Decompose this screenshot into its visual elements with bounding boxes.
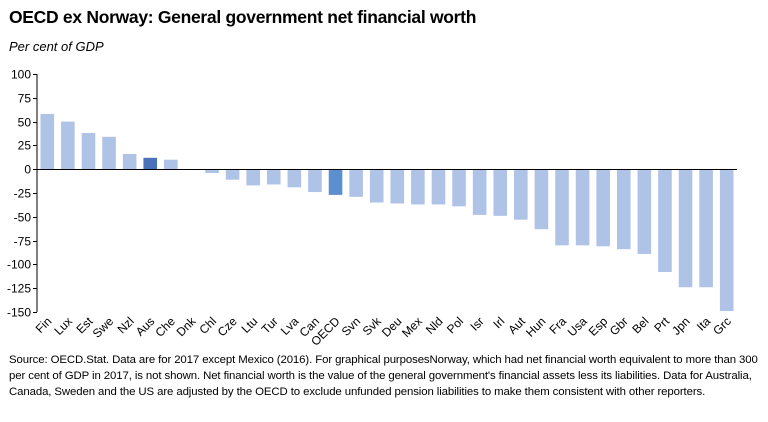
bar-chl <box>205 169 219 174</box>
x-tick-label: Bel <box>629 314 651 336</box>
bar-svn <box>349 169 363 197</box>
x-tick-label: Chl <box>196 314 219 337</box>
chart-title: OECD ex Norway: General government net f… <box>9 7 477 27</box>
bar-usa <box>575 169 590 246</box>
bar-grc <box>719 169 734 312</box>
bar-pol <box>452 169 466 207</box>
y-tick-label: 75 <box>18 92 32 106</box>
y-tick-label: -25 <box>14 187 32 201</box>
y-tick-label: 25 <box>18 139 32 153</box>
x-tick-label: Mex <box>399 314 425 340</box>
y-tick-label: -75 <box>14 235 32 249</box>
bar-swe <box>102 136 116 170</box>
x-tick-label: Grc <box>710 314 734 338</box>
x-tick-label: Fra <box>546 314 569 337</box>
bar-bel <box>637 169 652 254</box>
x-tick-label: Deu <box>379 314 404 339</box>
source-note: Source: OECD.Stat. Data are for 2017 exc… <box>9 352 761 400</box>
y-tick-label: 0 <box>24 163 31 177</box>
bar-can <box>308 169 322 193</box>
x-tick-label: Fin <box>33 314 55 336</box>
bar-ita <box>699 169 713 288</box>
bar-isr <box>472 169 487 215</box>
bar-chart: 1007550250-25-50-75-100-125-150FinLuxEst… <box>7 68 737 349</box>
bar-deu <box>390 169 405 204</box>
bar-fra <box>555 169 569 246</box>
x-tick-label: Hun <box>523 314 548 339</box>
bar-nzl <box>122 153 137 170</box>
bar-ltu <box>246 169 260 186</box>
y-tick-label: 50 <box>18 116 32 130</box>
bar-hun <box>534 169 549 230</box>
x-tick-label: Jpn <box>669 314 693 338</box>
bar-che <box>164 159 178 170</box>
bar-est <box>81 133 96 170</box>
source-line-2: per cent of GDP in 2017, is not shown. N… <box>9 370 752 382</box>
source-line-3: Canada, Sweden and the US are adjusted b… <box>9 386 706 398</box>
source-line-1: Source: OECD.Stat. Data are for 2017 exc… <box>9 354 758 366</box>
bar-svk <box>369 169 384 203</box>
bar-fin <box>40 113 55 170</box>
x-tick-label: Nzl <box>115 314 137 336</box>
y-tick-label: -150 <box>7 306 31 320</box>
bar-mex <box>411 169 425 205</box>
x-tick-label: Lva <box>278 314 302 338</box>
bar-esp <box>596 169 610 247</box>
chart-subtitle: Per cent of GDP <box>9 39 104 54</box>
bar-lva <box>287 169 302 188</box>
bar-lux <box>61 121 75 170</box>
y-tick-label: -125 <box>7 282 31 296</box>
x-tick-label: Usa <box>565 314 590 339</box>
x-tick-label: Aut <box>505 314 528 337</box>
x-tick-label: Aus <box>133 314 158 339</box>
x-tick-label: Svn <box>339 314 364 339</box>
y-tick-label: -50 <box>14 211 32 225</box>
bar-irl <box>493 169 508 216</box>
bar-nld <box>431 169 446 205</box>
y-tick-label: -100 <box>7 258 31 272</box>
bar-jpn <box>678 169 693 288</box>
x-tick-label: Cze <box>215 314 240 339</box>
x-tick-label: Ita <box>694 314 714 334</box>
bar-prt <box>658 169 672 273</box>
x-tick-label: Nld <box>423 314 446 337</box>
x-tick-label: Che <box>152 314 178 340</box>
x-tick-label: Gbr <box>607 314 631 338</box>
x-tick-label: Isr <box>467 314 486 333</box>
x-tick-label: Ltu <box>239 314 261 336</box>
bar-tur <box>266 169 281 185</box>
bar-cze <box>225 169 240 180</box>
x-tick-label: Tur <box>259 314 281 336</box>
x-tick-label: Svk <box>360 314 385 339</box>
x-tick-label: Esp <box>586 314 611 339</box>
y-tick-label: 100 <box>11 68 31 82</box>
bar-aus <box>143 157 158 170</box>
bar-aut <box>514 169 528 220</box>
x-tick-label: Lux <box>51 314 75 338</box>
bar-oecd <box>328 169 343 195</box>
x-tick-label: Prt <box>651 314 672 335</box>
x-tick-label: Irl <box>490 314 507 331</box>
x-tick-label: Pol <box>444 314 466 336</box>
bar-gbr <box>616 169 631 250</box>
x-tick-label: Swe <box>90 314 117 341</box>
x-tick-label: Dnk <box>174 314 200 340</box>
